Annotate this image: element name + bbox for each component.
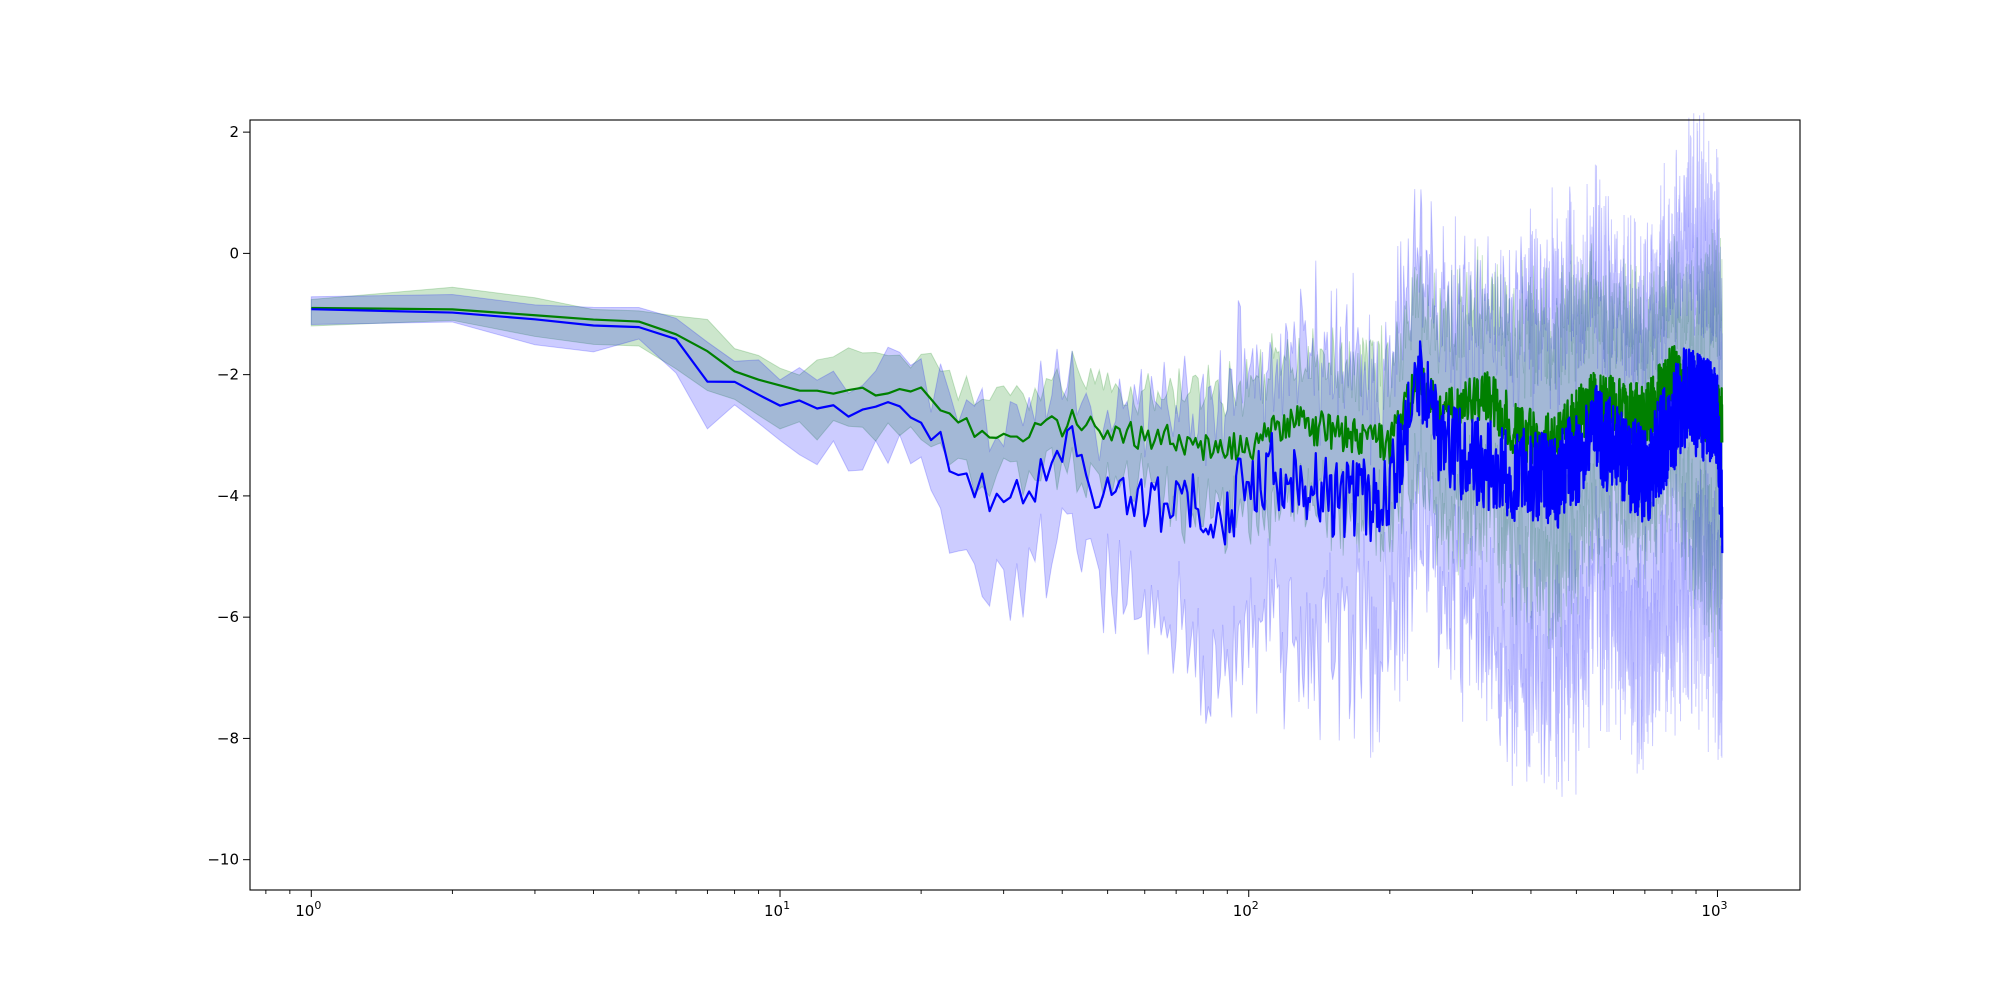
y-tick-label: −8: [217, 729, 239, 747]
y-axis: 2 0 −2 −4 −6 −8 −10: [207, 123, 250, 869]
series-2-line: [311, 308, 1724, 554]
y-tick-label: −4: [217, 487, 239, 505]
series-2-band: [310, 112, 1723, 797]
series-lines: [311, 306, 1724, 554]
y-tick-label: −2: [217, 366, 239, 384]
y-tick-label: 0: [229, 244, 239, 262]
plot-frame: [249, 119, 1801, 891]
y-tick-label: 2: [229, 123, 239, 141]
y-tick-label: −10: [207, 851, 239, 869]
y-tick-label: −6: [217, 608, 239, 626]
